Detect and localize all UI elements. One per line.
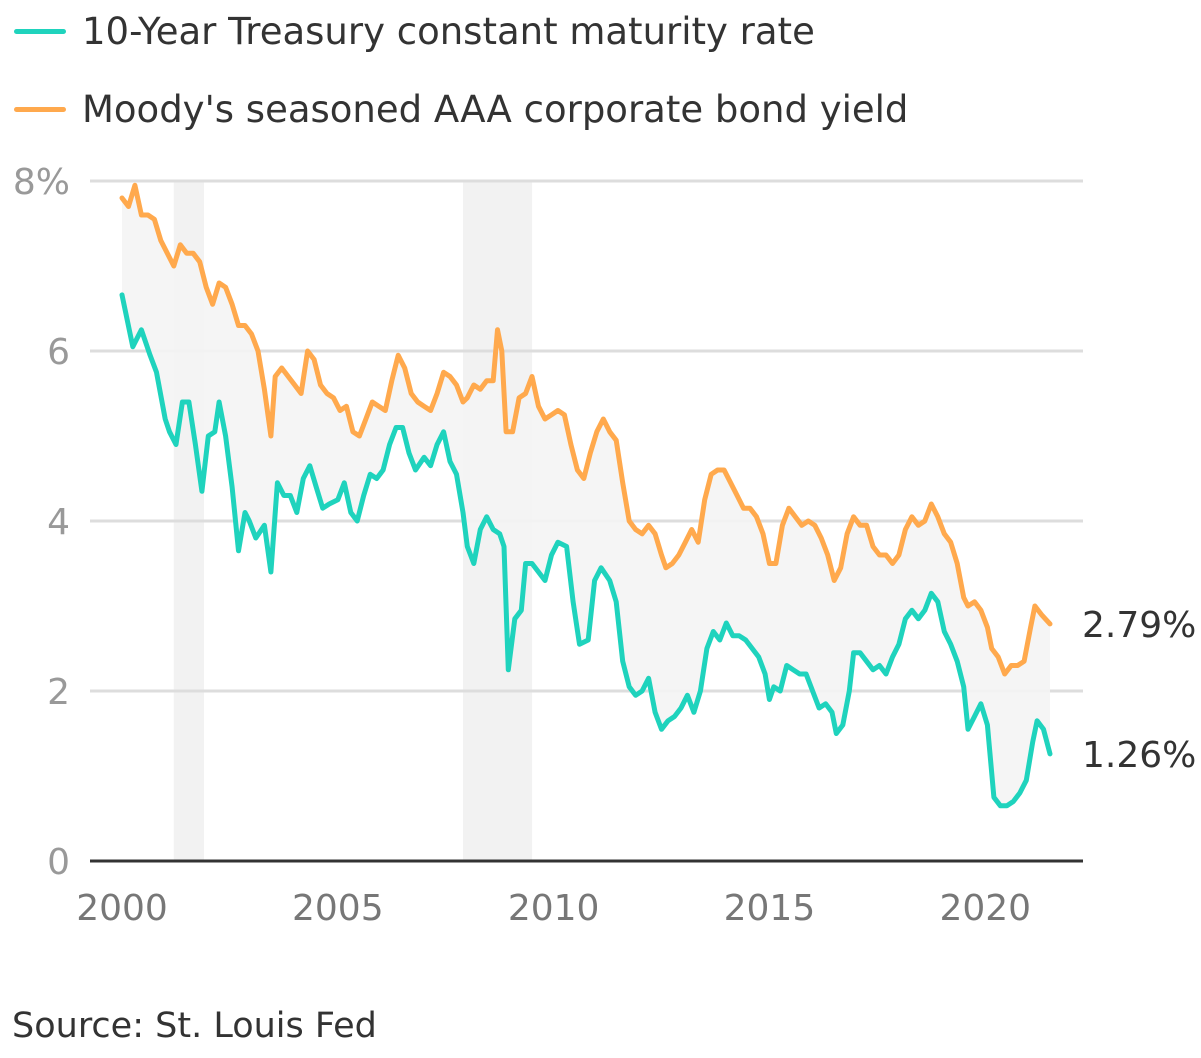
series-line-1 bbox=[119, 182, 1053, 677]
end-value-label-1: 2.79% bbox=[1082, 605, 1196, 646]
x-tick-label-0: 2000 bbox=[76, 888, 168, 929]
legend-label-treasury: 10-Year Treasury constant maturity rate bbox=[82, 9, 815, 53]
series-line-0 bbox=[119, 292, 1053, 809]
chart-legend: 10-Year Treasury constant maturity rate … bbox=[14, 8, 908, 164]
spread-area bbox=[122, 185, 1050, 806]
x-tick-label-4: 2020 bbox=[939, 888, 1031, 929]
y-tick-label-0: 0 bbox=[47, 842, 70, 883]
x-tick-label-3: 2015 bbox=[724, 888, 816, 929]
y-tick-label-2: 4 bbox=[47, 502, 70, 543]
legend-item-treasury: 10-Year Treasury constant maturity rate bbox=[14, 8, 908, 54]
legend-label-moody: Moody's seasoned AAA corporate bond yiel… bbox=[82, 87, 909, 131]
line-chart: 0 2 4 6 8% 2000 2005 2010 2015 2020 1.26% 2.79% bbox=[13, 162, 1197, 929]
legend-item-moody: Moody's seasoned AAA corporate bond yiel… bbox=[14, 86, 908, 132]
y-tick-label-4: 8% bbox=[13, 162, 70, 203]
y-tick-label-3: 6 bbox=[47, 332, 70, 373]
legend-swatch-moody bbox=[14, 106, 66, 112]
source-note: Source: St. Louis Fed bbox=[12, 1006, 377, 1046]
y-tick-label-1: 2 bbox=[47, 672, 70, 713]
x-tick-label-1: 2005 bbox=[292, 888, 384, 929]
x-tick-label-2: 2010 bbox=[508, 888, 600, 929]
legend-swatch-treasury bbox=[14, 28, 66, 34]
end-value-label-0: 1.26% bbox=[1082, 735, 1196, 776]
